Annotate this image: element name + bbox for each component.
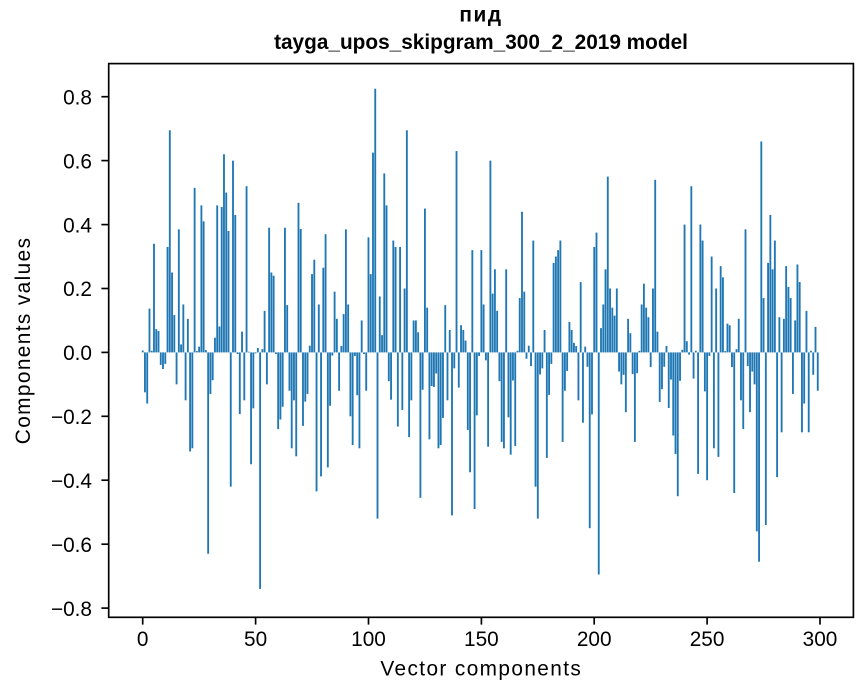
svg-text:пид: пид	[459, 4, 502, 27]
svg-text:0.0: 0.0	[63, 342, 92, 365]
svg-text:tayga_upos_skipgram_300_2_2019: tayga_upos_skipgram_300_2_2019 model	[274, 31, 688, 54]
svg-text:0.4: 0.4	[63, 214, 92, 237]
svg-text:−0.6: −0.6	[51, 534, 92, 557]
svg-text:0.8: 0.8	[63, 86, 92, 109]
svg-text:250: 250	[690, 628, 725, 651]
svg-text:300: 300	[803, 628, 838, 651]
svg-text:0.2: 0.2	[63, 278, 92, 301]
svg-text:−0.4: −0.4	[51, 470, 92, 493]
svg-text:−0.2: −0.2	[51, 406, 92, 429]
svg-text:200: 200	[577, 628, 612, 651]
svg-text:150: 150	[464, 628, 499, 651]
svg-text:0: 0	[137, 628, 149, 651]
svg-text:−0.8: −0.8	[51, 598, 92, 621]
svg-text:Components values: Components values	[12, 237, 35, 445]
svg-text:0.6: 0.6	[63, 150, 92, 173]
svg-text:Vector components: Vector components	[380, 657, 582, 680]
svg-text:100: 100	[351, 628, 386, 651]
svg-text:50: 50	[244, 628, 267, 651]
